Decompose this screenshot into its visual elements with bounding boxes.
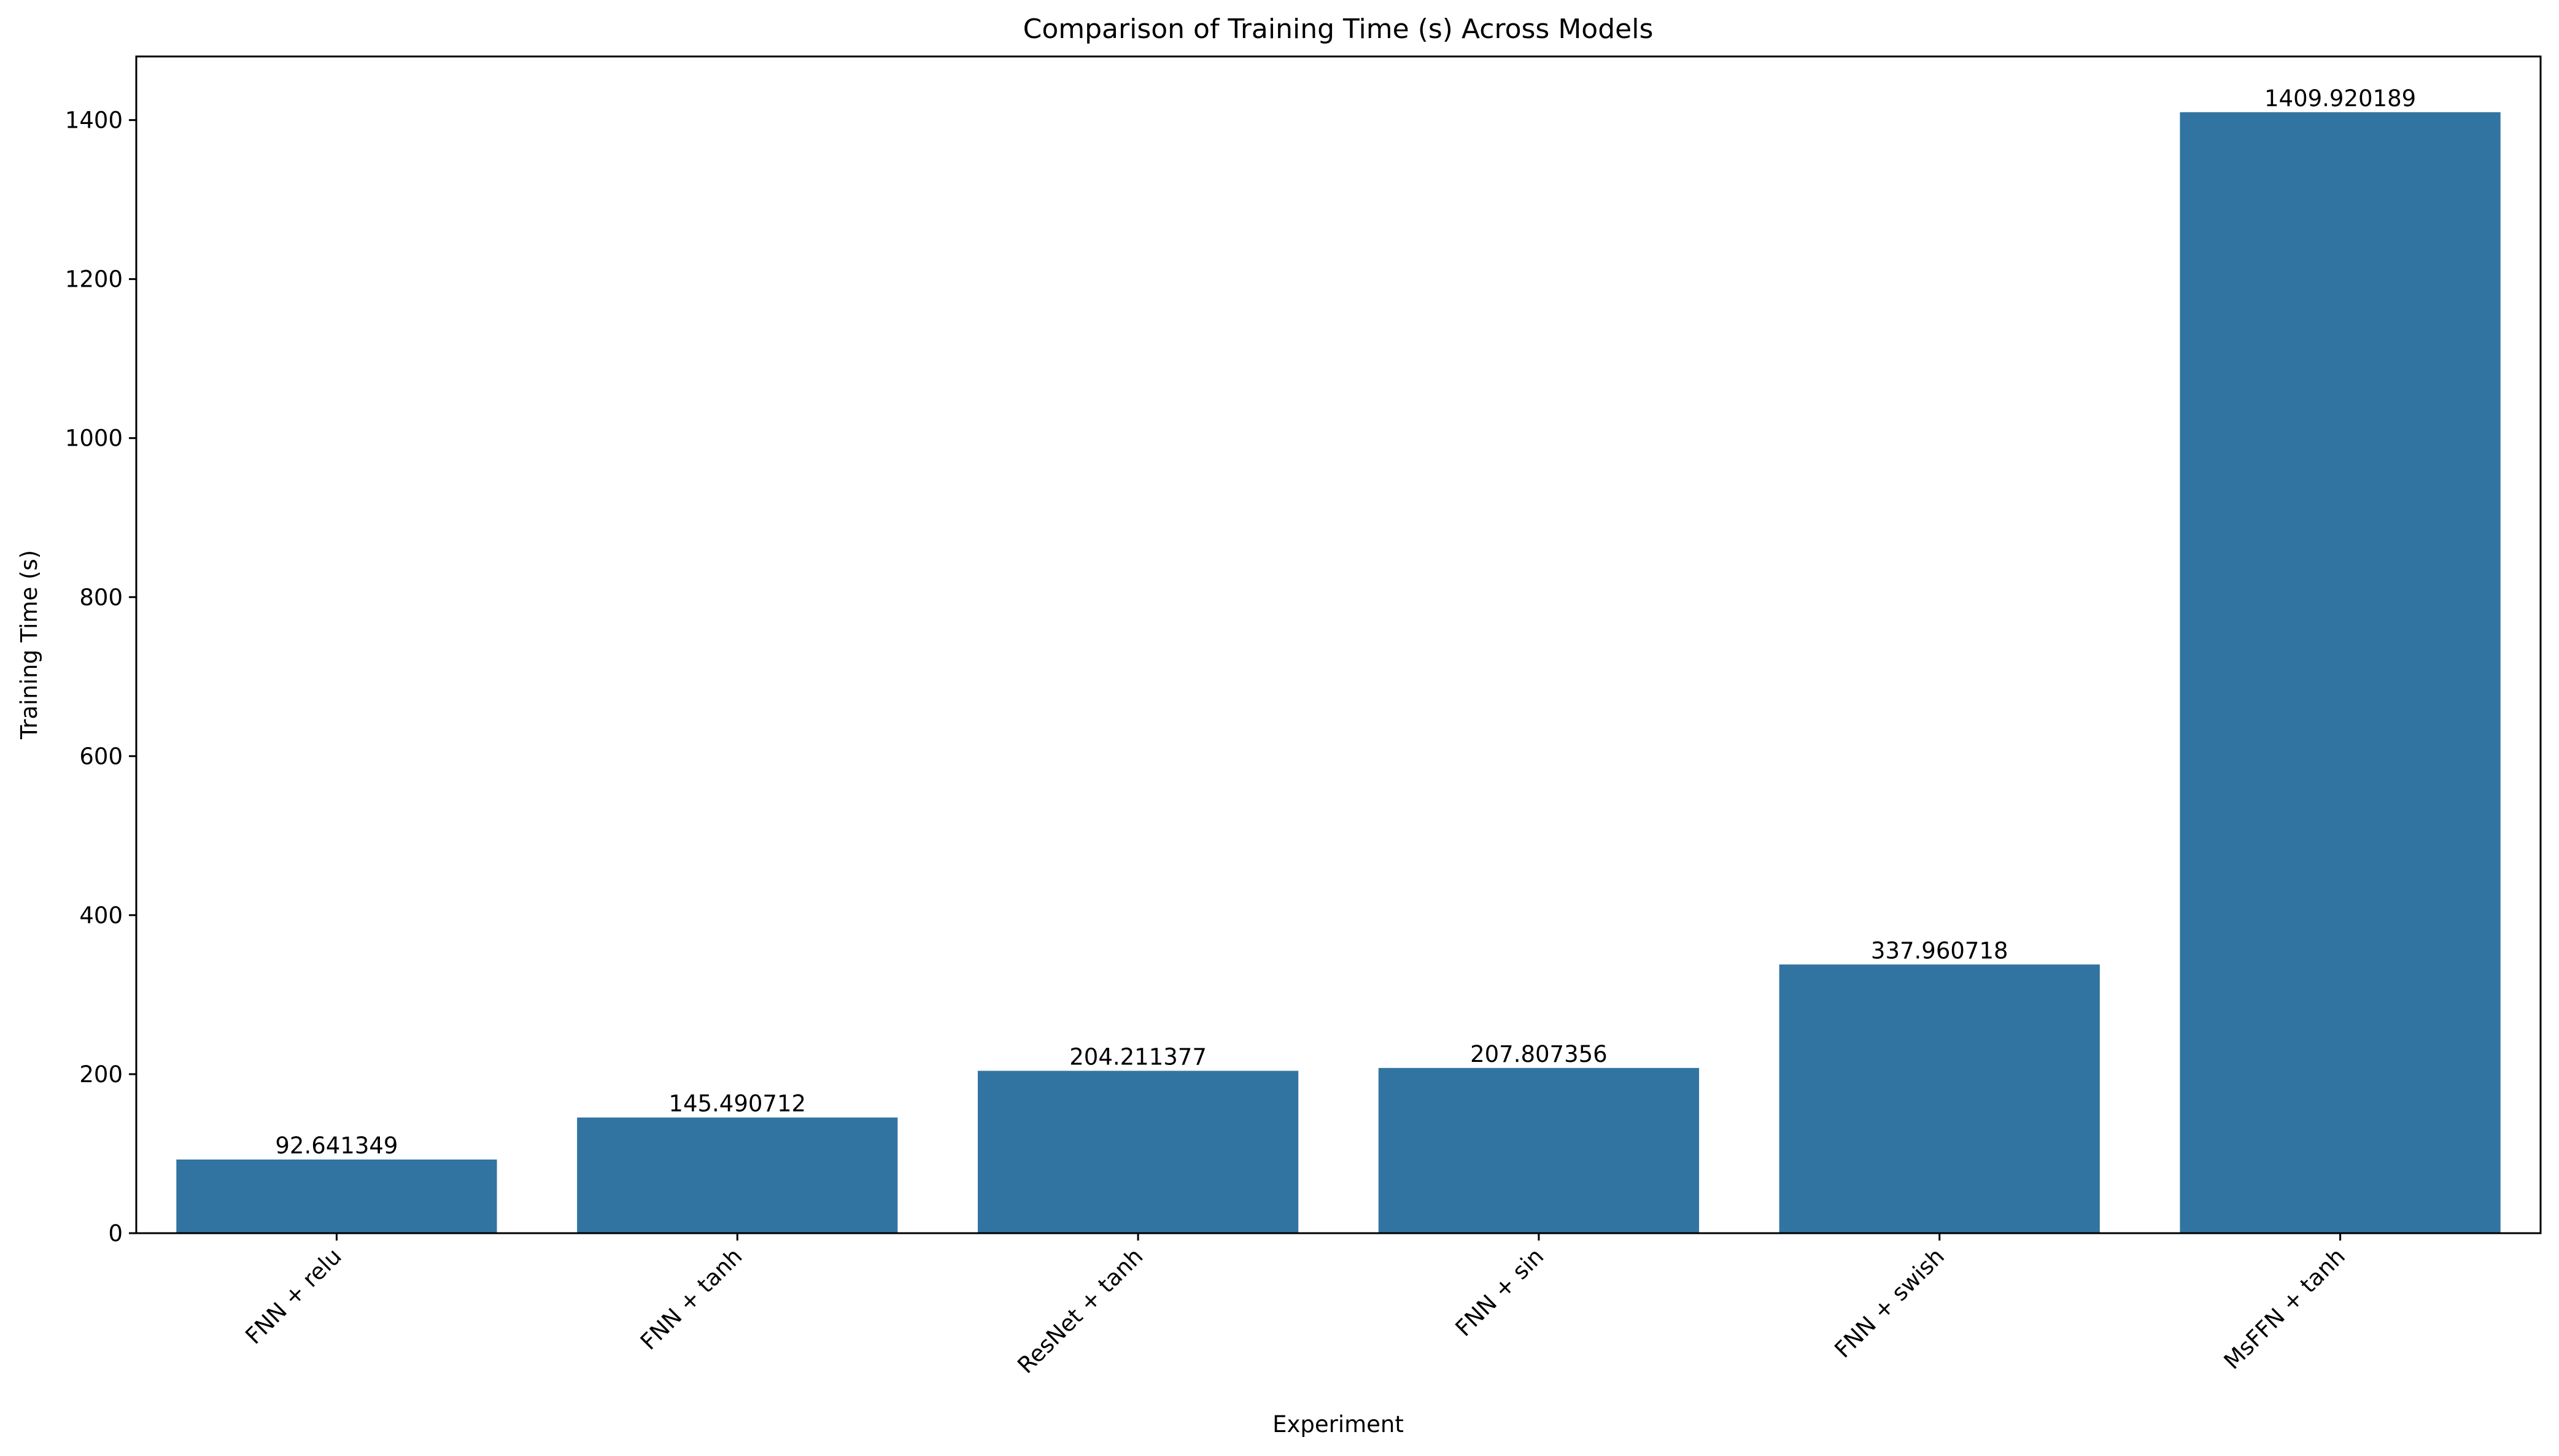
y-tick-label: 600	[79, 743, 123, 770]
bar	[176, 1160, 497, 1233]
bar-value-label: 145.490712	[668, 1091, 806, 1117]
value-labels: 92.641349 145.490712 204.211377 207.807356 3…	[275, 85, 2416, 1159]
y-tick-label: 1200	[65, 266, 123, 293]
y-tick-label: 1400	[65, 107, 123, 134]
bar-value-label: 337.960718	[1871, 937, 2008, 964]
y-tick-label: 0	[108, 1220, 123, 1247]
bar-value-label: 207.807356	[1470, 1041, 1608, 1067]
plot-frame	[135, 55, 2542, 1234]
y-axis-label: Training Time (s)	[16, 550, 42, 740]
bar	[2180, 112, 2501, 1233]
bar-value-label: 92.641349	[275, 1133, 398, 1159]
y-tick-label: 1000	[65, 425, 123, 452]
chart-title: Comparison of Training Time (s) Across M…	[1023, 14, 1654, 45]
bar	[1378, 1067, 1700, 1233]
y-tick-label: 200	[79, 1061, 123, 1088]
bars-layer	[176, 112, 2501, 1233]
y-axis: 0 200 400 600 800 1000 1200 1400	[65, 107, 136, 1247]
x-axis-label: Experiment	[1272, 1411, 1404, 1438]
y-tick-label: 800	[79, 584, 123, 611]
bar	[977, 1071, 1299, 1233]
bar-value-label: 204.211377	[1069, 1044, 1207, 1070]
bar-value-label: 1409.920189	[2264, 85, 2416, 112]
bar	[1779, 964, 2100, 1233]
bar	[577, 1117, 898, 1233]
y-tick-label: 400	[79, 902, 123, 929]
